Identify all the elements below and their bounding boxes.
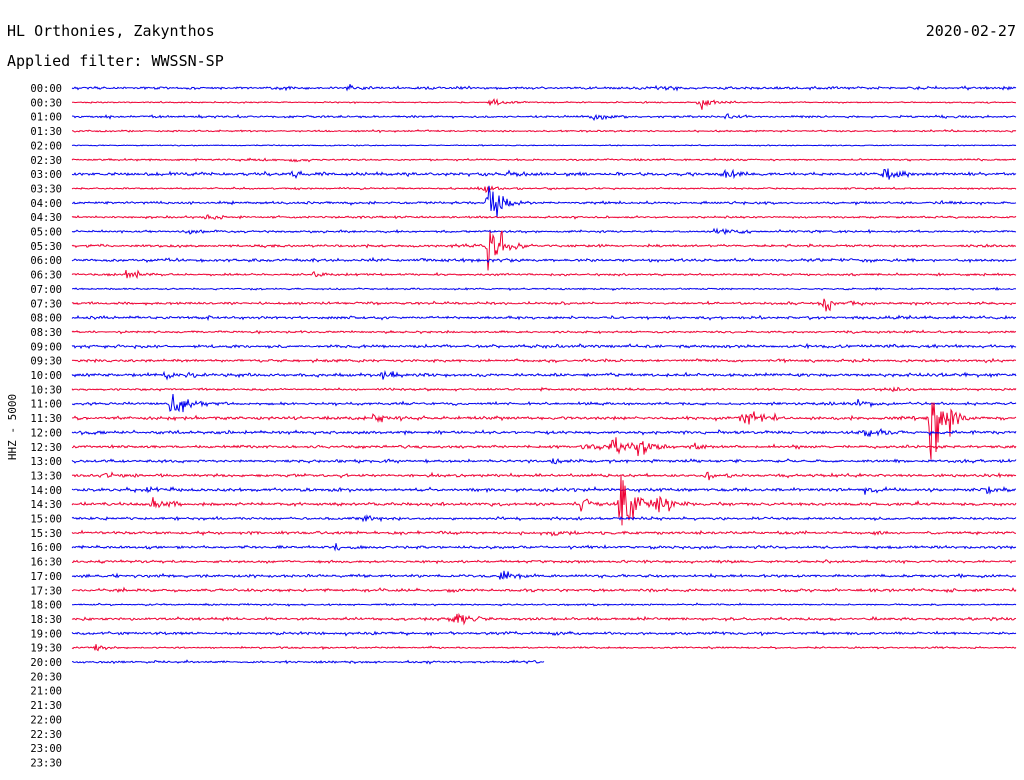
trace-row — [71, 84, 1017, 92]
filter-label: Applied filter: WWSSN-SP — [7, 52, 224, 70]
trace-row — [71, 485, 1016, 495]
trace-row — [71, 342, 1017, 350]
time-tick-label: 13:30 — [30, 470, 62, 482]
time-tick-label: 22:00 — [30, 714, 62, 726]
time-tick-label: 11:00 — [30, 399, 62, 411]
time-tick-label: 09:30 — [30, 356, 62, 368]
trace-row — [71, 227, 1017, 236]
time-tick-label: 19:00 — [30, 628, 62, 640]
trace-row — [71, 157, 1017, 163]
time-tick-label: 06:00 — [30, 255, 62, 267]
traces — [71, 84, 1017, 665]
time-tick-label: 20:00 — [30, 657, 62, 669]
time-tick-label: 23:00 — [30, 743, 62, 755]
trace-row — [71, 471, 1017, 481]
trace-row — [71, 458, 1017, 465]
time-tick-label: 12:30 — [30, 442, 62, 454]
time-tick-label: 10:00 — [30, 370, 62, 382]
time-tick-label: 00:30 — [30, 97, 62, 109]
time-tick-label: 02:00 — [30, 140, 62, 152]
time-tick-label: 18:30 — [30, 614, 62, 626]
trace-row — [71, 559, 1016, 565]
trace-row — [71, 386, 1017, 393]
trace-row — [71, 644, 1017, 652]
trace-row — [71, 612, 1017, 626]
trace-row — [72, 129, 1017, 134]
time-tick-label: 21:00 — [30, 686, 62, 698]
time-tick-label: 20:30 — [30, 671, 62, 683]
time-tick-label: 12:00 — [30, 427, 62, 439]
trace-row — [71, 286, 1017, 292]
time-tick-label: 08:00 — [30, 313, 62, 325]
time-tick-label: 19:30 — [30, 643, 62, 655]
time-tick-label: 10:30 — [30, 384, 62, 396]
time-tick-label: 07:00 — [30, 284, 62, 296]
time-tick-label: 22:30 — [30, 729, 62, 741]
channel-axis-title: HHZ - 5000 — [6, 394, 19, 460]
trace-row — [71, 570, 1017, 581]
trace-row — [71, 98, 1017, 110]
trace-row — [71, 475, 1017, 526]
trace-row — [71, 630, 1017, 637]
trace-row — [72, 602, 1017, 607]
time-tick-label: 23:30 — [30, 757, 62, 769]
trace-row — [72, 659, 545, 665]
trace-row — [71, 437, 1017, 457]
trace-row — [71, 370, 1017, 381]
trace-row — [71, 168, 1017, 180]
time-tick-label: 11:30 — [30, 413, 62, 425]
time-tick-label: 03:00 — [30, 169, 62, 181]
plot-date: 2020-02-27 — [925, 22, 1016, 40]
time-tick-label: 17:30 — [30, 585, 62, 597]
trace-row — [71, 185, 1017, 194]
time-tick-label: 16:30 — [30, 557, 62, 569]
time-tick-label: 16:00 — [30, 542, 62, 554]
time-tick-label: 06:30 — [30, 270, 62, 282]
trace-row — [71, 113, 1017, 121]
time-tick-label: 09:00 — [30, 341, 62, 353]
trace-row — [71, 214, 1017, 220]
trace-row — [71, 514, 1017, 523]
trace-row — [71, 402, 1017, 460]
time-tick-label: 03:30 — [30, 183, 62, 195]
trace-row — [71, 357, 1016, 364]
trace-row — [71, 298, 1017, 312]
trace-row — [71, 394, 1017, 413]
time-tick-label: 05:30 — [30, 241, 62, 253]
tick-labels: 00:00 00:30 01:00 01:30 02:00 02:30 03:00 03:30… — [30, 83, 62, 769]
trace-row — [71, 314, 1017, 322]
time-tick-label: 17:00 — [30, 571, 62, 583]
trace-row — [71, 269, 1017, 280]
trace-row — [71, 427, 1017, 437]
time-tick-label: 15:30 — [30, 528, 62, 540]
time-tick-label: 07:30 — [30, 298, 62, 310]
time-tick-label: 14:00 — [30, 485, 62, 497]
trace-row — [71, 144, 1017, 147]
time-tick-label: 14:30 — [30, 499, 62, 511]
time-tick-label: 15:00 — [30, 514, 62, 526]
station-title: HL Orthonies, Zakynthos — [7, 22, 215, 40]
time-tick-label: 21:30 — [30, 700, 62, 712]
time-tick-label: 02:30 — [30, 155, 62, 167]
time-tick-label: 18:00 — [30, 600, 62, 612]
time-tick-label: 01:00 — [30, 112, 62, 124]
trace-row — [71, 230, 1016, 271]
trace-row — [72, 185, 1017, 218]
trace-row — [71, 529, 1017, 537]
trace-row — [71, 543, 1017, 552]
time-tick-label: 01:30 — [30, 126, 62, 138]
trace-row — [71, 329, 1017, 335]
time-tick-label: 04:30 — [30, 212, 62, 224]
time-tick-label: 04:00 — [30, 198, 62, 210]
trace-row — [71, 256, 1017, 264]
time-tick-label: 05:00 — [30, 227, 62, 239]
time-tick-label: 00:00 — [30, 83, 62, 95]
trace-row — [71, 586, 1017, 594]
time-tick-label: 08:30 — [30, 327, 62, 339]
time-tick-label: 13:00 — [30, 456, 62, 468]
